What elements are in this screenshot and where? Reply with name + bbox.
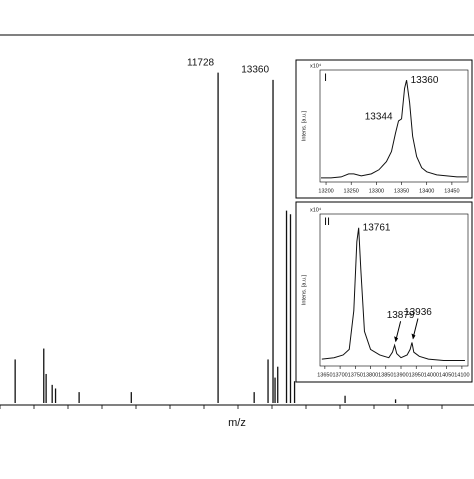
peak-label: 13360 xyxy=(411,75,439,86)
peak-label: 13344 xyxy=(365,112,393,123)
arrow-head xyxy=(411,333,416,340)
inset-frame xyxy=(295,201,473,383)
x-tick-label: 13400 xyxy=(419,188,434,194)
inset-frame xyxy=(295,59,473,199)
x-tick-label: 13650 xyxy=(317,372,332,378)
inset-plot-area xyxy=(319,213,469,367)
x-tick-label: 13750 xyxy=(348,372,363,378)
panel: 13650 13700 13750 13800 13850 13900 13950 14000… xyxy=(295,201,473,383)
y-axis-label: Intens. [a.u.] xyxy=(301,274,307,305)
x-tick-label: 13950 xyxy=(409,372,424,378)
x-tick-label: 13800 xyxy=(363,372,378,378)
y-scale-label: x10⁴ xyxy=(310,62,322,69)
x-tick-label: 13900 xyxy=(393,372,408,378)
panel-label: II xyxy=(324,216,330,228)
y-axis-label: Intens. [a.u.] xyxy=(301,110,307,141)
x-tick-label: 13850 xyxy=(378,372,393,378)
panel-label: I xyxy=(324,72,327,84)
peak-label: 13360 xyxy=(241,65,269,76)
x-tick-label: 14050 xyxy=(439,372,454,378)
x-tick-label: 13250 xyxy=(344,188,359,194)
x-tick-label: 13450 xyxy=(444,188,459,194)
peak-label: 13936 xyxy=(404,307,432,318)
peak-label: 13761 xyxy=(363,222,391,233)
x-tick-label: 13350 xyxy=(394,188,409,194)
peak-label: 11728 xyxy=(187,57,215,68)
inset-plot-area xyxy=(319,69,469,183)
x-axis-label: m/z xyxy=(228,417,246,429)
panel: m/z 11728 13360 xyxy=(14,57,397,429)
x-tick-label: 14000 xyxy=(424,372,439,378)
spectrum-line xyxy=(321,227,465,361)
spectrum-line xyxy=(321,80,467,179)
y-scale-label: x10⁴ xyxy=(310,206,322,213)
panel: 13200 13250 13300 13350 13400 13450 I Intens. [… xyxy=(295,59,473,199)
x-tick-label: 13200 xyxy=(318,188,333,194)
x-tick-label: 13700 xyxy=(332,372,347,378)
x-tick-label: 14100 xyxy=(454,372,469,378)
x-tick-label: 13300 xyxy=(369,188,384,194)
arrow-head xyxy=(394,336,399,343)
peak-label: 13879 xyxy=(387,310,415,321)
